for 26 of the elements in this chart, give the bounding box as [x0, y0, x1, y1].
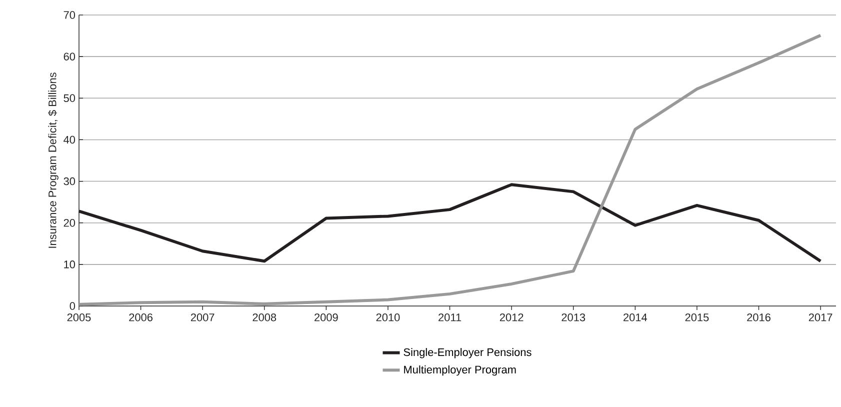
- y-tick-label: 30: [64, 177, 76, 186]
- x-tick-label: 2017: [808, 314, 832, 322]
- x-tick-label: 2009: [314, 314, 338, 322]
- line-series: [78, 34, 822, 306]
- x-tick-label: 2006: [129, 314, 152, 322]
- y-tick-label: 10: [64, 260, 76, 268]
- x-tick-label: 2007: [190, 314, 214, 322]
- y-tick-label: 0: [70, 302, 76, 310]
- x-tick-label: 2011: [438, 314, 462, 322]
- x-tick-label: 2010: [376, 314, 400, 322]
- y-tick-label: 50: [64, 94, 76, 102]
- legend-label: Single-Employer Pensions: [404, 348, 532, 358]
- y-axis-title: Insurance Program Deficit, $ Billions: [48, 72, 58, 248]
- x-tick-label: 2016: [747, 314, 770, 322]
- y-tick-label: 40: [64, 136, 76, 144]
- y-tick-label: 60: [64, 52, 76, 60]
- y-tick-label: 70: [64, 11, 76, 19]
- x-tick-label: 2015: [685, 314, 709, 322]
- x-tick-label: 2012: [500, 314, 524, 322]
- y-tick-label: 20: [64, 218, 76, 227]
- x-tick-label: 2013: [562, 314, 586, 322]
- legend-label: Multiemployer Program: [404, 365, 516, 376]
- line-series: [78, 183, 822, 263]
- x-tick-label: 2005: [67, 314, 91, 322]
- x-tick-label: 2008: [252, 314, 276, 322]
- x-tick-label: 2014: [624, 314, 648, 322]
